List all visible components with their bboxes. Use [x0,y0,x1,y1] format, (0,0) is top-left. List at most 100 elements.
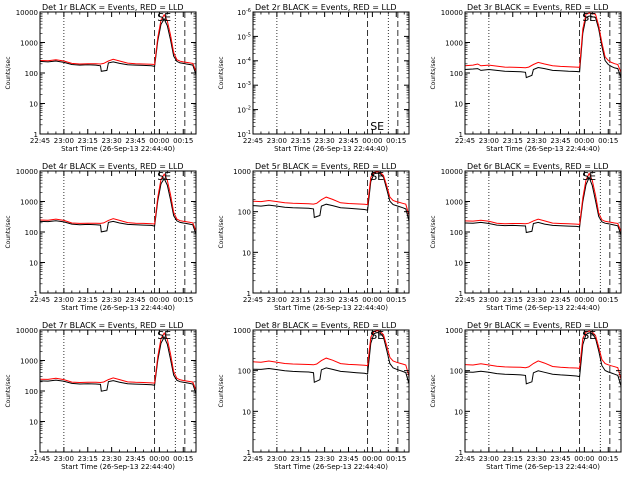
series-line-lld [40,13,196,72]
x-tick-label: 00:00 [362,455,382,463]
x-axis-label: Start Time (26-Sep-13 22:44:40) [61,304,175,312]
y-tick-label: 10-4 [237,57,251,66]
plot-frame [464,170,622,294]
y-tick-label: 100 [25,70,38,78]
x-tick-label: 22:45 [455,296,475,304]
y-tick-label: 100 [25,229,38,237]
y-tick-label: 1000 [445,327,463,335]
panel-det-2: Det 2r BLACK = Events, RED = LLD SE 22:45 2… [218,3,410,153]
x-tick-label: 00:15 [598,296,618,304]
panel-title: Det 3r BLACK = Events, RED = LLD [467,3,609,12]
series-line-events [40,18,196,75]
y-axis-label: Counts/sec [430,374,437,407]
x-tick-label: 23:00 [479,455,499,463]
x-tick-label: 23:45 [125,296,145,304]
y-tick-label: 1 [459,131,463,139]
plot-frame [464,329,622,453]
series-line-lld [465,12,621,73]
x-axis-label: Start Time (26-Sep-13 22:44:40) [486,145,600,153]
y-tick-label: 1000 [445,199,463,207]
x-tick-label: 23:00 [479,137,499,145]
series-line-lld [253,171,409,216]
y-tick-label: 10 [29,419,38,427]
x-tick-label: 23:15 [291,137,311,145]
plot-frame [252,170,410,294]
x-tick-label: 00:15 [173,137,193,145]
x-tick-label: 23:15 [503,137,523,145]
x-axis-label: Start Time (26-Sep-13 22:44:40) [274,145,388,153]
x-tick-label: 23:15 [78,455,98,463]
panel-title: Det 8r BLACK = Events, RED = LLD [255,321,397,330]
plot-frame [252,11,410,135]
x-tick-label: 23:30 [102,296,122,304]
plot-frame [39,11,197,135]
y-tick-label: 10 [242,408,251,416]
series-line-events [253,172,409,221]
x-tick-label: 00:00 [149,296,169,304]
panel-title: Det 9r BLACK = Events, RED = LLD [467,321,609,330]
y-axis-label: Counts/sec [5,56,12,89]
x-tick-label: 23:30 [527,455,547,463]
x-tick-label: 00:00 [149,455,169,463]
series-line-events [40,336,196,394]
x-tick-label: 00:15 [386,296,406,304]
x-tick-label: 23:15 [78,296,98,304]
y-tick-label: 10000 [16,168,38,176]
y-tick-label: 100 [450,229,463,237]
y-axis-label: Counts/sec [5,215,12,248]
x-tick-label: 23:45 [338,455,358,463]
x-tick-label: 00:15 [386,137,406,145]
y-tick-label: 1 [34,449,38,457]
y-tick-label: 10-6 [237,8,251,17]
x-axis-label: Start Time (26-Sep-13 22:44:40) [274,304,388,312]
series-line-events [465,176,621,236]
y-tick-label: 10 [29,101,38,109]
x-tick-label: 23:30 [315,455,335,463]
x-tick-label: 23:15 [503,455,523,463]
y-tick-label: 10-3 [237,81,251,90]
x-tick-label: 23:45 [550,455,570,463]
series-line-lld [40,331,196,391]
x-tick-label: 22:45 [243,296,263,304]
panel-title: Det 5r BLACK = Events, RED = LLD [255,162,397,171]
x-tick-label: 22:45 [455,455,475,463]
x-tick-label: 23:45 [338,296,358,304]
x-tick-label: 22:45 [30,137,50,145]
x-axis-label: Start Time (26-Sep-13 22:44:40) [61,463,175,471]
panel-title: Det 4r BLACK = Events, RED = LLD [42,162,184,171]
y-axis-label: Counts/sec [218,215,225,248]
panel-title: Det 6r BLACK = Events, RED = LLD [467,162,609,171]
y-tick-label: 1000 [233,168,251,176]
y-tick-label: 1 [34,131,38,139]
x-axis-label: Start Time (26-Sep-13 22:44:40) [486,304,600,312]
x-tick-label: 23:45 [550,296,570,304]
y-axis-label: Counts/sec [218,56,225,89]
plot-frame [252,329,410,453]
y-tick-label: 100 [450,368,463,376]
series-line-events [465,15,621,79]
x-tick-label: 23:15 [291,296,311,304]
y-tick-label: 1000 [20,358,38,366]
x-axis-label: Start Time (26-Sep-13 22:44:40) [486,463,600,471]
x-tick-label: 00:15 [173,455,193,463]
y-tick-label: 100 [450,70,463,78]
y-tick-label: 10 [29,260,38,268]
y-tick-label: 1000 [20,40,38,48]
x-tick-label: 00:15 [386,455,406,463]
x-tick-label: 23:45 [338,137,358,145]
series-line-events [40,177,196,235]
x-axis-label: Start Time (26-Sep-13 22:44:40) [274,463,388,471]
series-line-lld [465,330,621,380]
y-tick-label: 10 [454,260,463,268]
x-tick-label: 23:00 [54,296,74,304]
y-tick-label: 10000 [441,168,463,176]
x-tick-label: 00:15 [598,455,618,463]
series-line-lld [465,172,621,232]
